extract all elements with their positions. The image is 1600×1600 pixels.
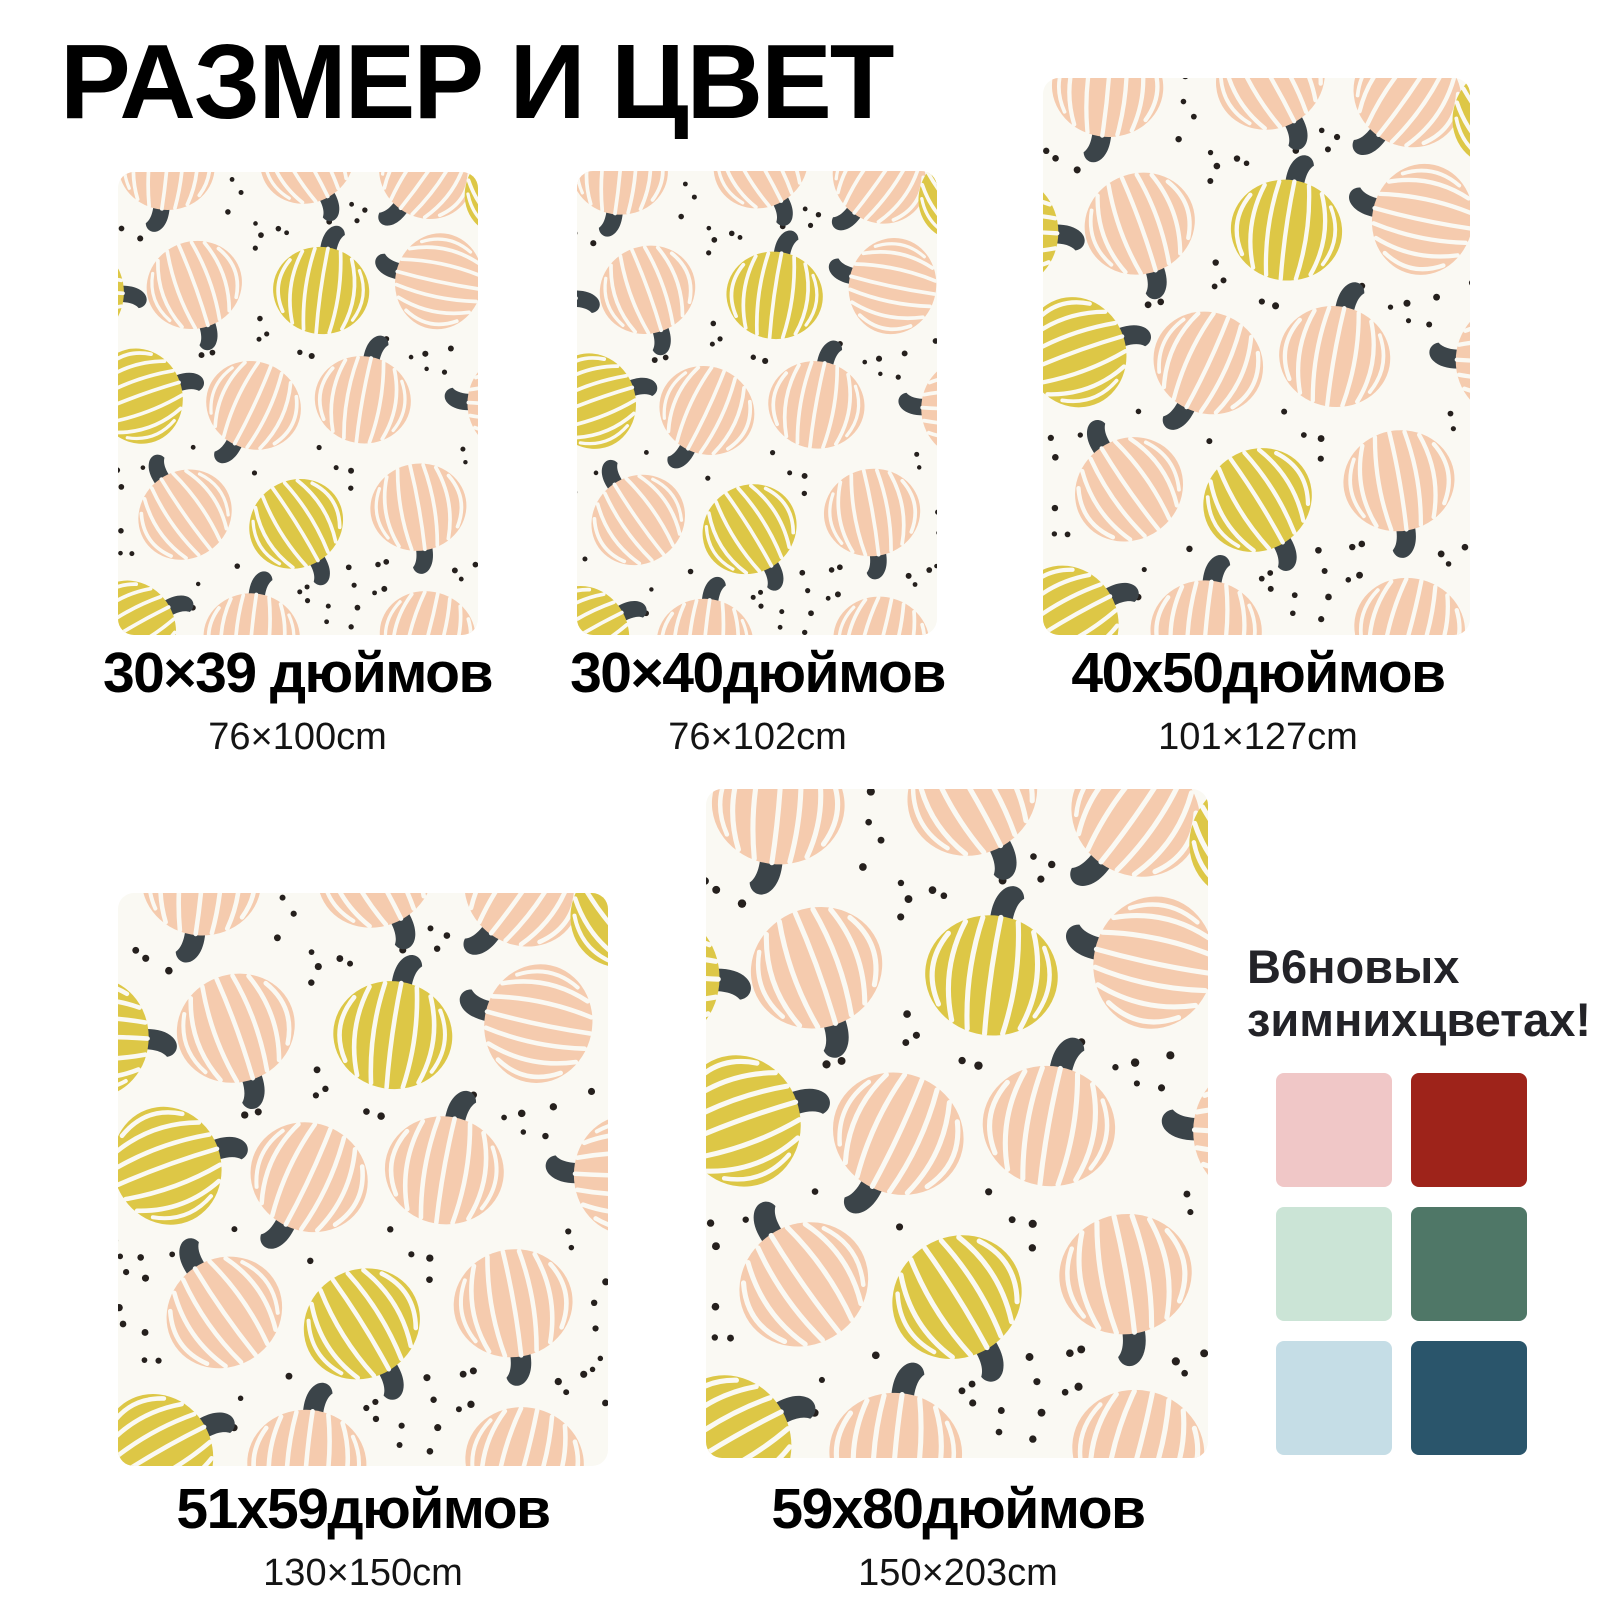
pumpkin-pattern	[118, 893, 608, 1466]
winter-colors-heading-line1: В6новых	[1247, 940, 1460, 993]
color-swatch-navy-teal	[1411, 1341, 1527, 1455]
size-inches: 30×40дюймов	[570, 641, 946, 705]
color-swatch-dark-red	[1411, 1073, 1527, 1187]
color-swatch-mint	[1276, 1207, 1392, 1321]
size-cm: 76×100cm	[208, 716, 387, 758]
pumpkin-pattern	[577, 171, 937, 635]
size-inches: 40x50дюймов	[1071, 641, 1446, 705]
pumpkin-pattern	[118, 172, 478, 635]
size-cm: 150×203cm	[858, 1552, 1058, 1594]
winter-colors-heading: В6новых зимнихцветах!	[1247, 940, 1591, 1046]
pumpkin-pattern	[706, 789, 1208, 1458]
winter-color-swatches	[1276, 1073, 1527, 1455]
size-label-51x59: 51x59дюймов 130×150cm	[115, 1476, 611, 1595]
size-inches: 59x80дюймов	[771, 1477, 1146, 1541]
size-label-30x40: 30×40дюймов 76×102cm	[560, 640, 955, 759]
page-title: РАЗМЕР И ЦВЕТ	[60, 23, 895, 141]
blanket-swatch-59x80	[706, 789, 1208, 1458]
size-cm: 76×102cm	[668, 716, 847, 758]
color-swatch-green	[1411, 1207, 1527, 1321]
blanket-swatch-51x59	[118, 893, 608, 1466]
size-inches: 51x59дюймов	[176, 1477, 551, 1541]
color-swatch-pink	[1276, 1073, 1392, 1187]
color-swatch-light-blue	[1276, 1341, 1392, 1455]
size-label-40x50: 40x50дюймов 101×127cm	[1048, 640, 1468, 759]
blanket-swatch-30x39	[118, 172, 478, 635]
size-cm: 130×150cm	[263, 1552, 463, 1594]
blanket-swatch-40x50	[1043, 78, 1470, 635]
winter-colors-heading-line2: зимнихцветах!	[1247, 993, 1592, 1047]
size-cm: 101×127cm	[1158, 716, 1358, 758]
size-label-59x80: 59x80дюймов 150×203cm	[706, 1476, 1210, 1595]
pumpkin-pattern	[1043, 78, 1470, 635]
size-label-30x39: 30×39 дюймов 76×100cm	[100, 640, 495, 759]
size-inches: 30×39 дюймов	[102, 641, 494, 705]
blanket-swatch-30x40	[577, 171, 937, 635]
